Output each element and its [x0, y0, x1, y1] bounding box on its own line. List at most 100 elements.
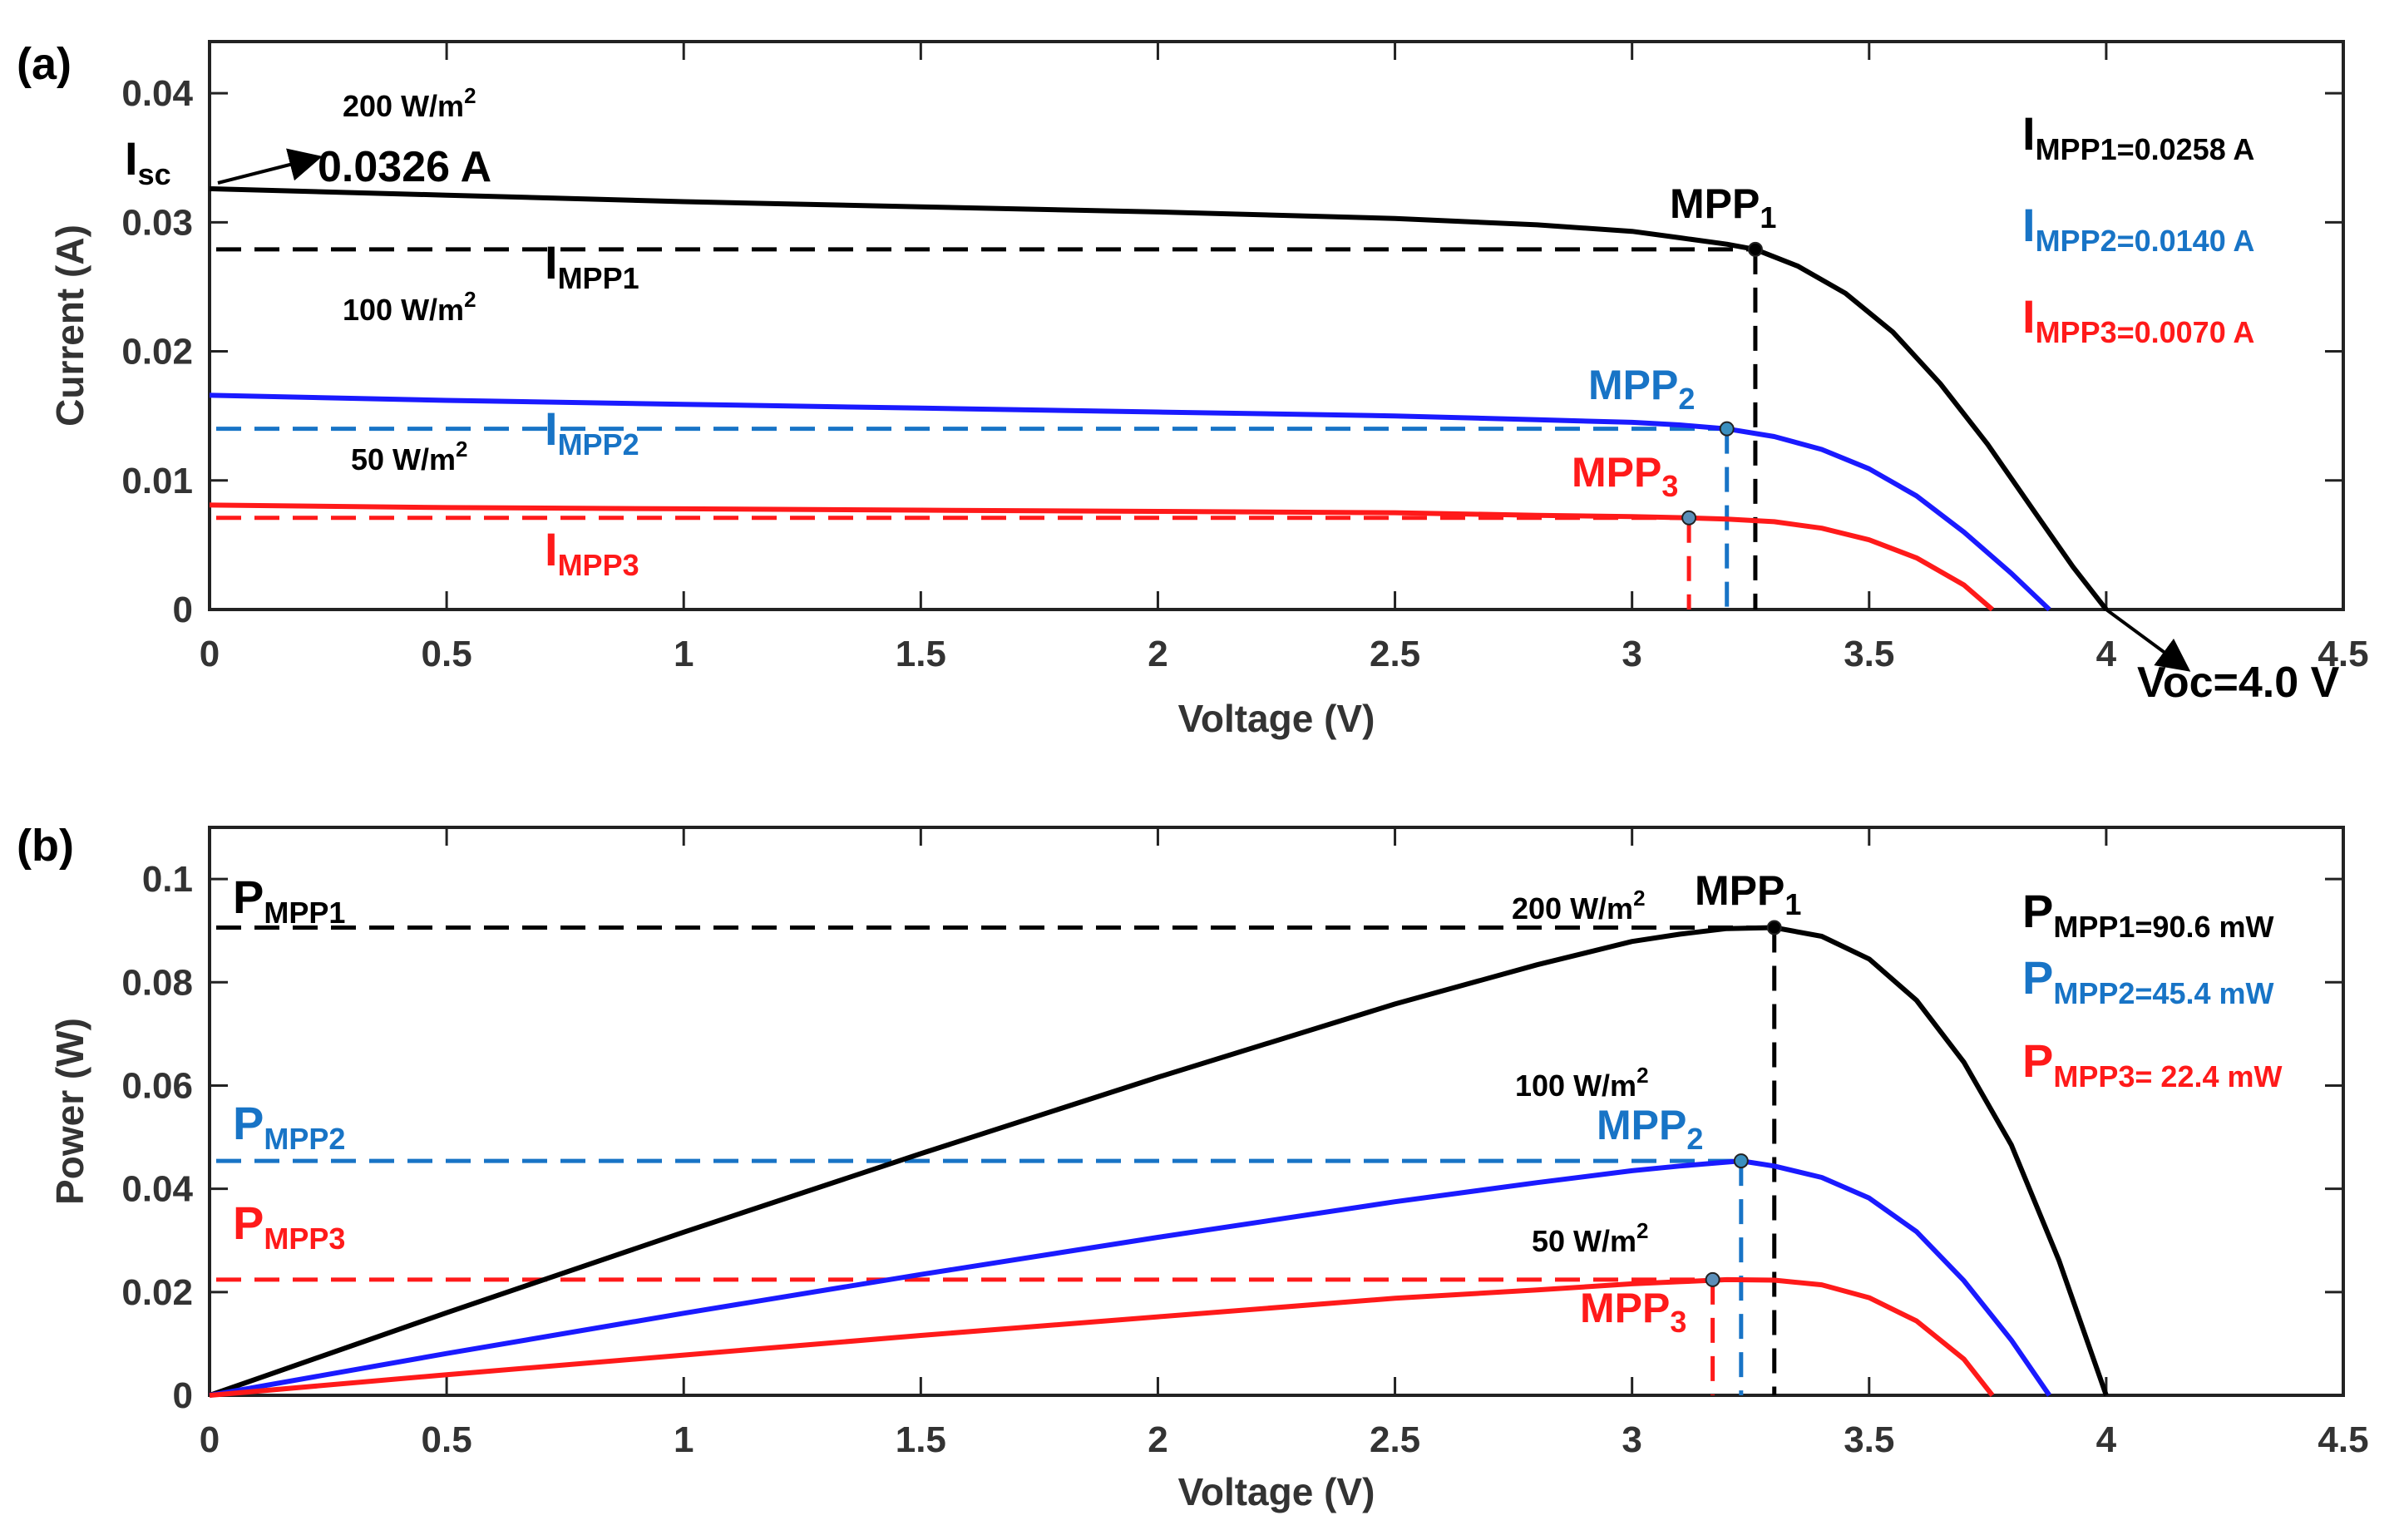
result-label: IMPP2=0.0140 A — [2022, 199, 2254, 258]
mpp-label-main: MPP — [1588, 362, 1678, 408]
x-tick-label: 4 — [2096, 634, 2117, 674]
x-tick-label: 2 — [1148, 634, 1167, 674]
irradiance-label: 50 W/m2 — [1532, 1218, 1649, 1258]
x-tick-label: 1.5 — [896, 1419, 946, 1460]
y-tick-label: 0.03 — [121, 202, 193, 243]
result-label: IMPP1=0.0258 A — [2022, 107, 2254, 166]
current-subscript: MPP3 — [558, 548, 639, 582]
result-subscript-value: MPP1=90.6 mW — [2053, 910, 2273, 944]
series-line — [209, 925, 2109, 1398]
mpp-label: MPP1 — [1695, 867, 1801, 921]
mpp-label-subscript: 2 — [1686, 1122, 1703, 1156]
plot-frame — [208, 826, 2345, 1397]
y-tick-label: 0.02 — [121, 1272, 193, 1313]
series-line — [209, 1276, 1995, 1398]
power-symbol: P — [233, 871, 264, 923]
x-tick-label: 3.5 — [1844, 1419, 1894, 1460]
result-symbol: P — [2022, 885, 2053, 937]
irradiance-text: 100 W/m — [343, 293, 464, 327]
x-tick-label: 1 — [674, 1419, 694, 1460]
mpp-label-subscript: 1 — [1784, 887, 1801, 921]
mpp-marker — [1747, 241, 1763, 257]
x-tick-label: 1.5 — [896, 634, 946, 674]
irradiance-text: 50 W/m — [351, 442, 456, 476]
y-tick-label: 0.04 — [121, 1169, 193, 1210]
current-symbol: I — [545, 523, 558, 575]
isc-symbol: I — [125, 132, 138, 185]
voc-value: Voc=4.0 V — [2137, 659, 2340, 707]
mpp-marker — [1705, 1271, 1720, 1287]
result-label: PMPP2=45.4 mW — [2022, 951, 2273, 1010]
mpp-marker — [1766, 920, 1782, 935]
mpp-label-subscript: 2 — [1678, 382, 1695, 416]
power-symbol: P — [233, 1197, 264, 1249]
current-mpp-label: IMPP1 — [545, 236, 639, 295]
x-tick-label: 2.5 — [1370, 1419, 1420, 1460]
y-tick-label: 0 — [173, 1375, 193, 1416]
x-tick-label: 2 — [1148, 1419, 1167, 1460]
mpp-label: MPP2 — [1597, 1102, 1703, 1156]
x-tick-label: 4.5 — [2318, 634, 2368, 674]
irradiance-label: 50 W/m2 — [351, 437, 468, 476]
panel-label: (b) — [17, 821, 74, 871]
irradiance-text: 200 W/m — [1512, 891, 1633, 925]
current-symbol: I — [545, 402, 558, 455]
x-tick-label: 0 — [200, 634, 220, 674]
x-tick-label: 4 — [2096, 1419, 2117, 1460]
isc-label: Isc — [125, 132, 171, 191]
mpp-label: MPP3 — [1580, 1285, 1686, 1339]
irradiance-label: 100 W/m2 — [1515, 1063, 1649, 1103]
mpp-marker — [1681, 510, 1697, 526]
x-tick-label: 4.5 — [2318, 1419, 2368, 1460]
voc-arrow — [2105, 608, 2191, 672]
current-mpp-label: IMPP3 — [545, 523, 639, 582]
x-tick-label: 3 — [1622, 634, 1641, 674]
result-label: PMPP1=90.6 mW — [2022, 885, 2273, 944]
irradiance-superscript: 2 — [1633, 886, 1645, 911]
series-line — [209, 186, 2109, 611]
result-symbol: I — [2022, 290, 2036, 343]
x-tick-label: 2.5 — [1370, 634, 1420, 674]
mpp-label-subscript: 1 — [1760, 200, 1776, 234]
series-line — [209, 392, 2051, 612]
irradiance-text: 200 W/m — [343, 89, 464, 123]
x-axis-label: Voltage (V) — [1178, 697, 1375, 740]
irradiance-text: 100 W/m — [1515, 1069, 1636, 1103]
result-symbol: I — [2022, 199, 2036, 251]
mpp-label-main: MPP — [1597, 1102, 1686, 1148]
x-tick-label: 3 — [1622, 1419, 1641, 1460]
y-tick-label: 0 — [173, 590, 193, 630]
result-subscript-value: MPP2=0.0140 A — [2036, 224, 2255, 258]
irradiance-label: 100 W/m2 — [343, 287, 476, 327]
panel-label: (a) — [17, 39, 72, 89]
plot-frame — [208, 40, 2345, 611]
result-subscript-value: MPP3=0.0070 A — [2036, 315, 2255, 349]
isc-value: 0.0326 A — [318, 143, 491, 191]
series-line — [209, 502, 1994, 612]
x-tick-label: 3.5 — [1844, 634, 1894, 674]
irradiance-text: 50 W/m — [1532, 1224, 1636, 1258]
result-subscript-value: MPP2=45.4 mW — [2053, 976, 2273, 1010]
irradiance-superscript: 2 — [464, 83, 476, 108]
x-tick-label: 1 — [674, 634, 694, 674]
x-tick-label: 0 — [200, 1419, 220, 1460]
power-symbol: P — [233, 1097, 264, 1149]
irradiance-superscript: 2 — [1636, 1218, 1648, 1243]
x-tick-label: 0.5 — [422, 1419, 472, 1460]
power-subscript: MPP3 — [264, 1222, 345, 1256]
y-tick-label: 0.06 — [121, 1065, 193, 1106]
mpp-label: MPP3 — [1572, 449, 1678, 503]
result-symbol: P — [2022, 951, 2053, 1004]
mpp-label-main: MPP — [1572, 449, 1661, 496]
power-subscript: MPP2 — [264, 1122, 345, 1156]
mpp-label-subscript: 3 — [1661, 469, 1678, 503]
y-tick-label: 0.08 — [121, 962, 193, 1003]
irradiance-superscript: 2 — [1636, 1063, 1648, 1088]
irradiance-label: 200 W/m2 — [343, 83, 476, 123]
irradiance-label: 200 W/m2 — [1512, 886, 1646, 925]
current-symbol: I — [545, 236, 558, 289]
mpp-label-main: MPP — [1580, 1285, 1670, 1331]
isc-subscript: sc — [138, 157, 171, 191]
current-subscript: MPP1 — [558, 261, 639, 295]
mpp-marker — [1719, 421, 1735, 437]
